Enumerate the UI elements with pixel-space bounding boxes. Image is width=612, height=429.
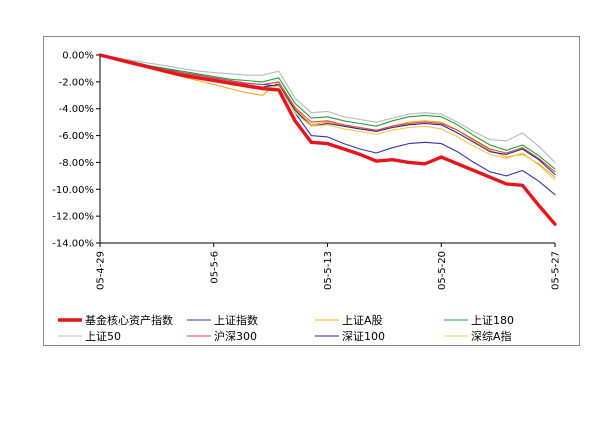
y-tick-label: 0.00% [62, 51, 94, 62]
legend-label-4: 上证180 [471, 314, 514, 327]
legend-label-1: 基金核心资产指数 [85, 313, 173, 327]
y-tick-label: -4.00% [59, 104, 94, 115]
x-tick-label: 05-5-6 [209, 251, 220, 284]
y-tick-label: -6.00% [59, 131, 94, 142]
chart-frame: 0.00% -2.00% -4.00% -6.00% -8.00% -10.00% -12.… [43, 36, 580, 346]
series-line-4 [99, 54, 556, 170]
line-chart: 0.00% -2.00% -4.00% -6.00% -8.00% -10.00% -12.… [52, 51, 562, 344]
y-tick-label: -8.00% [59, 158, 94, 169]
legend-label-3: 上证A股 [342, 314, 383, 327]
series-line-5 [99, 54, 556, 163]
x-tick-label: 05-5-13 [323, 251, 334, 290]
y-tick-label: -12.00% [52, 212, 94, 223]
legend-label-5: 上证50 [85, 330, 121, 343]
legend-label-8: 深综A指 [471, 329, 512, 343]
legend-label-7: 深证100 [342, 330, 385, 343]
y-tick-label: -2.00% [59, 77, 94, 88]
x-tick-label: 05-5-27 [551, 251, 562, 290]
series-line-6 [99, 54, 556, 173]
legend-label-6: 沪深300 [214, 329, 257, 343]
y-tick-label: -14.00% [52, 239, 94, 250]
series-line-1 [98, 53, 557, 226]
x-tick-label: 05-5-20 [437, 251, 448, 290]
x-tick-label: 05-4-29 [96, 251, 107, 290]
y-tick-label: -10.00% [52, 185, 94, 196]
legend-label-2: 上证指数 [214, 313, 258, 327]
